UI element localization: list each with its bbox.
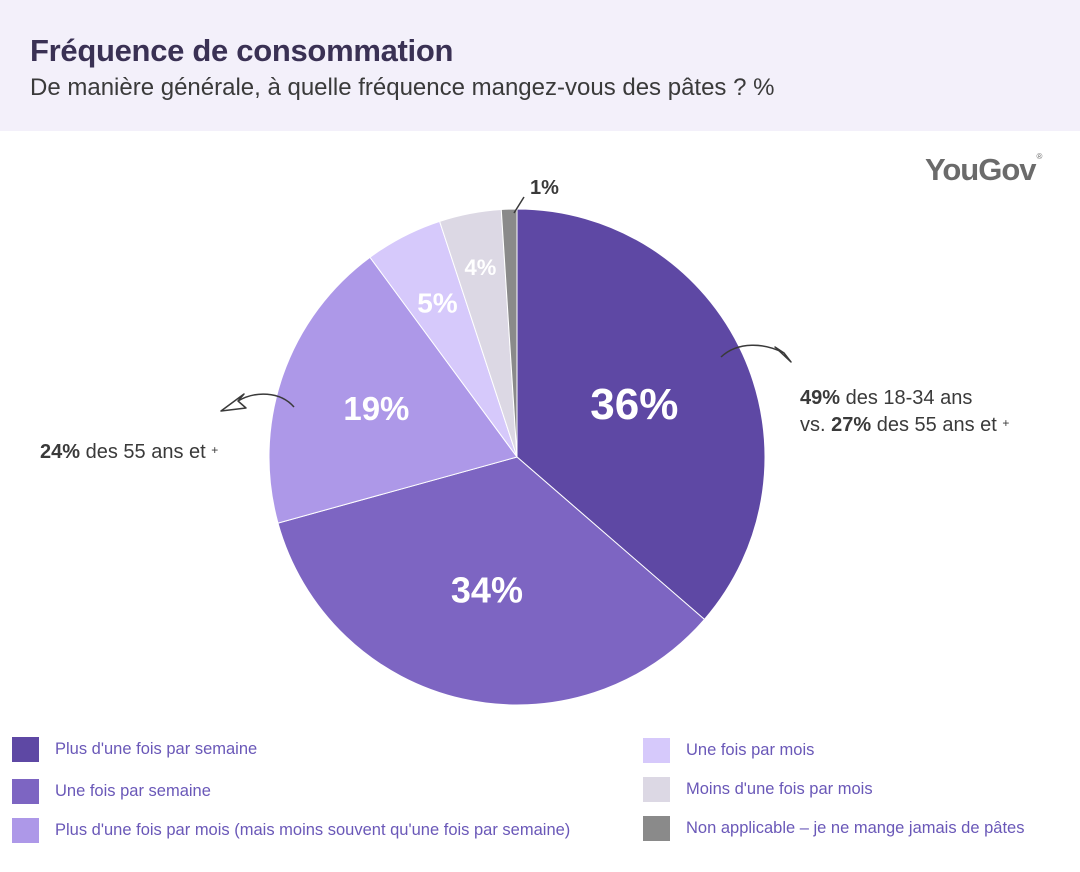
annotation-right-plus: +: [1002, 416, 1010, 430]
slice-label-4: 5%: [417, 287, 458, 318]
legend-item: Moins d'une fois par mois: [643, 777, 873, 802]
chart-subtitle: De manière générale, à quelle fréquence …: [30, 74, 775, 101]
legend-label: Plus d'une fois par mois (mais moins sou…: [55, 821, 571, 839]
annotation-right-text2: des 55 ans et: [876, 414, 997, 436]
slice-label-6: 1%: [530, 177, 559, 199]
annotation-left-text: des 55 ans et: [85, 441, 206, 463]
legend-label: Une fois par mois: [686, 741, 815, 759]
annotation-left-plus: +: [211, 443, 219, 457]
logo-registered-mark: ®: [1036, 152, 1043, 161]
legend-label: Moins d'une fois par mois: [686, 780, 873, 798]
slice-label-2: 34%: [451, 570, 523, 611]
leader-line-1pct: [513, 196, 525, 214]
annotation-right: 49% des 18-34 ans vs. 27% des 55 ans et …: [800, 386, 1009, 438]
pie-slice-3: [268, 256, 518, 524]
arrow-left-head-icon: [220, 393, 247, 412]
slice-label-1: 36%: [590, 380, 678, 429]
legend-swatch: [643, 777, 670, 802]
chart-title: Fréquence de consommation: [30, 33, 454, 68]
legend-item: Plus d'une fois par mois (mais moins sou…: [12, 818, 570, 843]
header-band: Fréquence de consommation De manière gén…: [0, 0, 1080, 131]
legend-swatch: [643, 738, 670, 763]
annotation-left: 24% des 55 ans et +: [40, 438, 218, 465]
legend-label: Non applicable – je ne mange jamais de p…: [686, 819, 1025, 837]
yougov-logo: YouGov®: [925, 152, 1043, 188]
pie-chart: 36% 34% 19% 5%4% 1%: [220, 177, 792, 706]
arrow-left-curve: [237, 393, 295, 408]
slice-label-5: 4%: [464, 255, 496, 280]
legend-label: Une fois par semaine: [55, 782, 211, 800]
legend-swatch: [12, 818, 39, 843]
legend-item: Plus d'une fois par semaine: [12, 737, 257, 762]
arrow-right-head-icon: [774, 346, 792, 363]
annotation-left-pct: 24%: [40, 441, 81, 463]
annotation-right-pct2: 27%: [831, 414, 872, 436]
pie-slices: [268, 208, 766, 706]
pie-slice-1: [516, 208, 766, 621]
legend-swatch: [12, 737, 39, 762]
legend-label: Plus d'une fois par semaine: [55, 740, 258, 758]
annotation-right-pct1: 49%: [800, 387, 841, 409]
legend-swatch: [12, 779, 39, 804]
annotation-right-vs: vs.: [800, 414, 826, 436]
legend-item: Non applicable – je ne mange jamais de p…: [643, 816, 1024, 841]
slice-label-3: 19%: [343, 390, 409, 427]
legend-item: Une fois par mois: [643, 738, 814, 763]
annotation-right-text1: des 18-34 ans: [845, 387, 973, 409]
legend-swatch: [643, 816, 670, 841]
pie-slice-2: [277, 456, 706, 706]
pie-labels: 36% 34% 19% 5%4%: [343, 255, 678, 611]
legend-item: Une fois par semaine: [12, 779, 211, 804]
logo-text: YouGov: [925, 152, 1037, 187]
